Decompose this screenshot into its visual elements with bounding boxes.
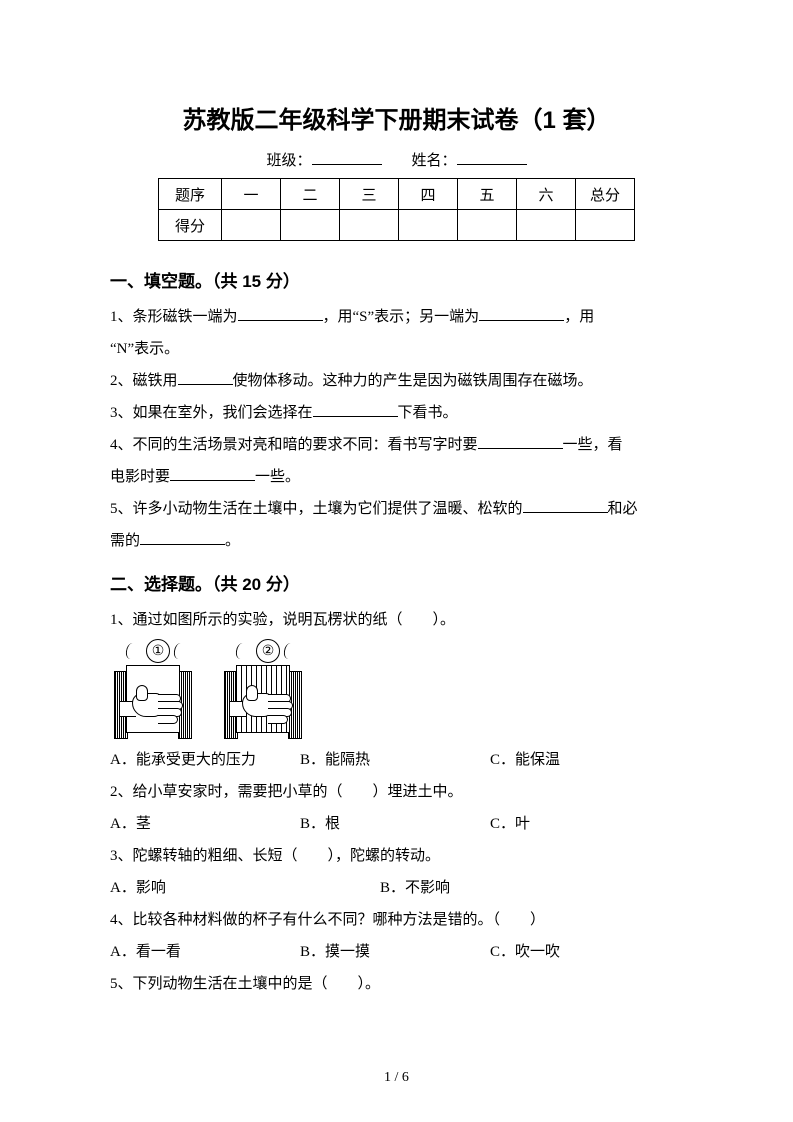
text: 需的 — [110, 533, 140, 549]
s1-q4: 4、不同的生活场景对亮和暗的要求不同：看书写字时要 一些，看 — [110, 430, 683, 460]
fill-blank[interactable] — [313, 402, 398, 417]
page-number: 1 / 6 — [0, 1070, 793, 1086]
option-c[interactable]: C．叶 — [490, 809, 530, 839]
option-a[interactable]: A．能承受更大的压力 — [110, 745, 300, 775]
hand-icon — [132, 683, 182, 723]
score-cell[interactable] — [517, 210, 576, 241]
name-label: 姓名： — [412, 153, 457, 169]
fill-blank[interactable] — [523, 498, 608, 513]
text: 电影时要 — [110, 469, 170, 485]
th-col: 四 — [399, 179, 458, 210]
th-col: 一 — [222, 179, 281, 210]
th-col: 三 — [340, 179, 399, 210]
s1-q5-cont: 需的 。 — [110, 526, 683, 556]
text: 下看书。 — [398, 405, 458, 421]
s2-q4-options: A．看一看 B．摸一摸 C．吹一吹 — [110, 937, 683, 967]
score-cell[interactable] — [576, 210, 635, 241]
experiment-figures: ① ② — [110, 643, 683, 739]
page-title: 苏教版二年级科学下册期末试卷（1 套） — [110, 100, 683, 135]
s2-q4: 4、比较各种材料做的杯子有什么不同？哪种方法是错的。（ ） — [110, 905, 683, 935]
option-a[interactable]: A．影响 — [110, 873, 380, 903]
steam-icon — [173, 643, 186, 659]
figure-number-icon: ① — [146, 639, 170, 663]
section2-head: 二、选择题。（共 20 分） — [110, 570, 683, 595]
s1-q1-cont: “N”表示。 — [110, 334, 683, 364]
score-cell[interactable] — [399, 210, 458, 241]
text: “N”表示。 — [110, 341, 179, 357]
th-label: 题序 — [159, 179, 222, 210]
s1-q2: 2、磁铁用 使物体移动。这种力的产生是因为磁铁周围存在磁场。 — [110, 366, 683, 396]
text: ，用 — [564, 309, 594, 325]
s1-q3: 3、如果在室外，我们会选择在 下看书。 — [110, 398, 683, 428]
s1-q1: 1、条形磁铁一端为 ，用“S”表示；另一端为 ，用 — [110, 302, 683, 332]
s2-q2: 2、给小草安家时，需要把小草的（ ）埋进土中。 — [110, 777, 683, 807]
th-col: 二 — [281, 179, 340, 210]
text: 使物体移动。这种力的产生是因为磁铁周围存在磁场。 — [233, 373, 593, 389]
th-total: 总分 — [576, 179, 635, 210]
class-blank[interactable] — [312, 150, 382, 165]
option-b[interactable]: B．根 — [300, 809, 490, 839]
class-name-line: 班级： 姓名： — [110, 149, 683, 170]
option-c[interactable]: C．吹一吹 — [490, 937, 560, 967]
exam-page: 苏教版二年级科学下册期末试卷（1 套） 班级： 姓名： 题序 一 二 三 四 五… — [0, 0, 793, 1122]
name-blank[interactable] — [457, 150, 527, 165]
score-cell[interactable] — [340, 210, 399, 241]
option-a[interactable]: A．看一看 — [110, 937, 300, 967]
figure-2: ② — [220, 643, 306, 739]
s2-q1: 1、通过如图所示的实验，说明瓦楞状的纸（ ）。 — [110, 605, 683, 635]
score-cell[interactable] — [458, 210, 517, 241]
option-a[interactable]: A．茎 — [110, 809, 300, 839]
th-col: 五 — [458, 179, 517, 210]
steam-icon — [283, 643, 296, 659]
text: 4、不同的生活场景对亮和暗的要求不同：看书写字时要 — [110, 437, 478, 453]
fill-blank[interactable] — [178, 370, 233, 385]
s2-q3: 3、陀螺转轴的粗细、长短（ ），陀螺的转动。 — [110, 841, 683, 871]
th-col: 六 — [517, 179, 576, 210]
score-cell[interactable] — [222, 210, 281, 241]
score-label: 得分 — [159, 210, 222, 241]
text: 和必 — [608, 501, 638, 517]
text: 。 — [225, 533, 240, 549]
option-b[interactable]: B．能隔热 — [300, 745, 490, 775]
text: ，用“S”表示；另一端为 — [323, 309, 480, 325]
table-row: 题序 一 二 三 四 五 六 总分 — [159, 179, 635, 210]
s1-q5: 5、许多小动物生活在土壤中，土壤为它们提供了温暖、松软的 和必 — [110, 494, 683, 524]
fill-blank[interactable] — [238, 306, 323, 321]
section1-head: 一、填空题。（共 15 分） — [110, 267, 683, 292]
table-row: 得分 — [159, 210, 635, 241]
figure-number-icon: ② — [256, 639, 280, 663]
s2-q5: 5、下列动物生活在土壤中的是（ ）。 — [110, 969, 683, 999]
s2-q3-options: A．影响 B．不影响 — [110, 873, 683, 903]
text: 一些，看 — [563, 437, 623, 453]
fill-blank[interactable] — [479, 306, 564, 321]
score-table: 题序 一 二 三 四 五 六 总分 得分 — [158, 178, 635, 241]
s2-q1-options: A．能承受更大的压力 B．能隔热 C．能保温 — [110, 745, 683, 775]
s2-q2-options: A．茎 B．根 C．叶 — [110, 809, 683, 839]
fill-blank[interactable] — [140, 530, 225, 545]
text: 3、如果在室外，我们会选择在 — [110, 405, 313, 421]
score-cell[interactable] — [281, 210, 340, 241]
fill-blank[interactable] — [170, 466, 255, 481]
text: 2、磁铁用 — [110, 373, 178, 389]
text: 1、条形磁铁一端为 — [110, 309, 238, 325]
s1-q4-cont: 电影时要 一些。 — [110, 462, 683, 492]
steam-icon — [125, 643, 138, 659]
steam-icon — [235, 643, 248, 659]
option-b[interactable]: B．摸一摸 — [300, 937, 490, 967]
figure-1: ① — [110, 643, 196, 739]
text: 5、许多小动物生活在土壤中，土壤为它们提供了温暖、松软的 — [110, 501, 523, 517]
option-b[interactable]: B．不影响 — [380, 873, 450, 903]
hand-icon — [242, 683, 292, 723]
option-c[interactable]: C．能保温 — [490, 745, 560, 775]
text: 一些。 — [255, 469, 300, 485]
class-label: 班级： — [266, 153, 311, 169]
fill-blank[interactable] — [478, 434, 563, 449]
